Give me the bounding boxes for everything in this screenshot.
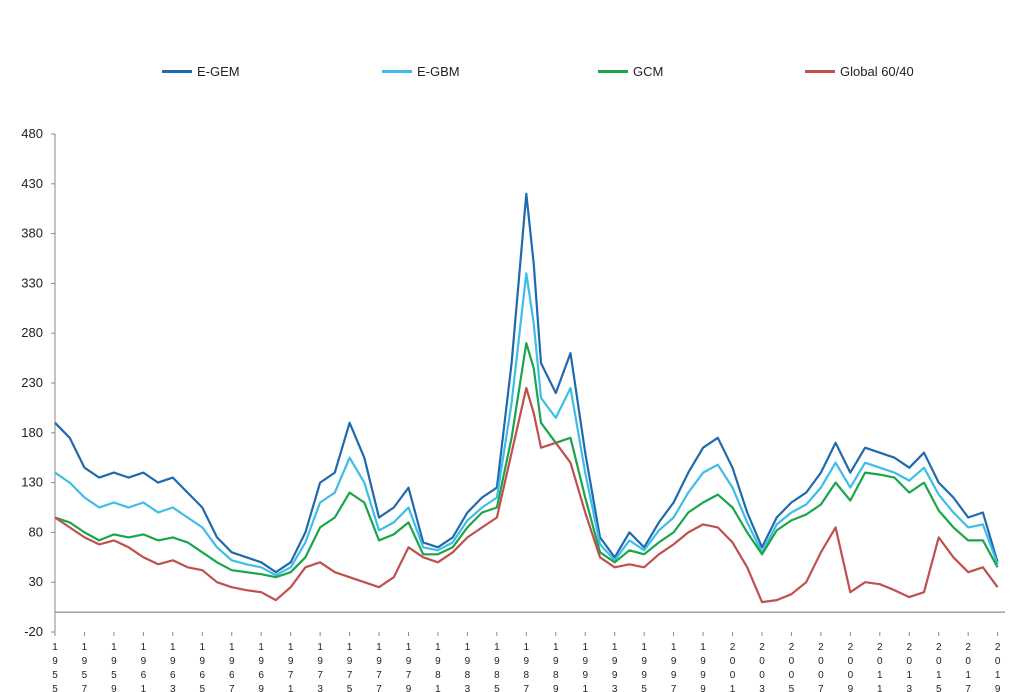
legend-item: E-GBM [382, 58, 460, 84]
y-tick-label: -20 [24, 624, 43, 639]
legend-swatch [162, 69, 192, 73]
series-line-e-gbm [54, 272, 999, 577]
legend-swatch [382, 69, 412, 73]
y-tick-label: 380 [21, 226, 43, 241]
legend-item: E-GEM [162, 58, 240, 84]
legend-item: GCM [598, 58, 663, 84]
chart-legend: E-GEM E-GBM GCM Global 60/40 [0, 58, 1024, 84]
y-tick-label: 230 [21, 375, 43, 390]
y-tick-label: 280 [21, 325, 43, 340]
series-line-e-gem [54, 192, 999, 574]
y-tick-label: 130 [21, 475, 43, 490]
y-tick-label: 80 [29, 524, 43, 539]
y-tick-label: 480 [21, 126, 43, 141]
y-tick-label: 30 [29, 574, 43, 589]
series-line-gcm [54, 342, 999, 579]
legend-swatch [598, 69, 628, 73]
legend-item: Global 60/40 [805, 58, 914, 84]
series-line-global-60-40 [54, 386, 999, 604]
legend-label: E-GEM [197, 63, 240, 79]
legend-label: Global 60/40 [840, 63, 914, 79]
y-tick-label: 180 [21, 425, 43, 440]
legend-label: E-GBM [417, 63, 460, 79]
y-tick-label: 330 [21, 275, 43, 290]
y-tick-label: 430 [21, 176, 43, 191]
legend-swatch [805, 69, 835, 73]
legend-label: GCM [633, 63, 664, 79]
